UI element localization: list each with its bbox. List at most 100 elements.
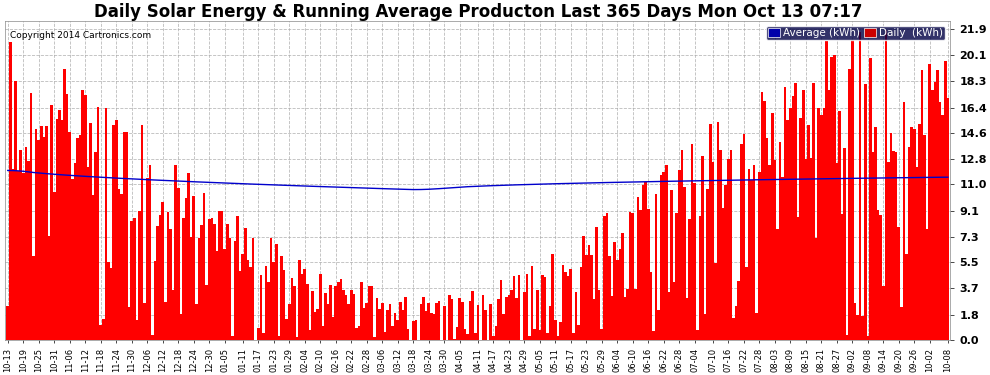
Bar xyxy=(619,249,621,340)
Bar xyxy=(264,266,267,340)
Bar xyxy=(195,304,198,340)
Bar xyxy=(443,306,446,340)
Bar xyxy=(151,335,153,340)
Bar xyxy=(776,229,779,340)
Bar xyxy=(614,242,616,340)
Bar xyxy=(717,122,720,340)
Bar xyxy=(200,225,203,340)
Bar xyxy=(598,290,601,340)
Bar xyxy=(55,119,58,340)
Bar xyxy=(887,162,890,340)
Bar xyxy=(542,274,544,340)
Bar xyxy=(675,213,678,340)
Bar xyxy=(877,210,879,340)
Bar xyxy=(110,268,112,340)
Bar xyxy=(670,190,673,340)
Bar xyxy=(105,108,107,340)
Bar xyxy=(213,224,216,340)
Bar xyxy=(905,254,908,340)
Bar xyxy=(673,282,675,340)
Bar xyxy=(590,255,593,340)
Bar xyxy=(381,303,383,340)
Bar xyxy=(815,238,818,340)
Bar xyxy=(27,161,30,340)
Bar xyxy=(911,127,913,340)
Bar xyxy=(789,108,792,340)
Bar xyxy=(352,294,355,340)
Bar xyxy=(131,220,133,340)
Bar xyxy=(574,292,577,340)
Bar xyxy=(839,111,841,340)
Bar xyxy=(66,94,68,340)
Bar xyxy=(177,188,179,340)
Bar xyxy=(548,306,551,340)
Bar xyxy=(680,150,683,340)
Bar xyxy=(561,265,564,340)
Bar xyxy=(707,189,709,340)
Bar xyxy=(508,296,510,340)
Bar xyxy=(115,120,118,340)
Bar xyxy=(22,173,25,340)
Bar xyxy=(35,129,38,340)
Bar xyxy=(267,282,270,340)
Bar xyxy=(564,273,567,340)
Bar xyxy=(812,83,815,340)
Bar xyxy=(270,238,272,340)
Bar xyxy=(76,138,79,340)
Bar xyxy=(378,309,381,340)
Bar xyxy=(420,304,423,340)
Bar xyxy=(182,218,185,340)
Bar xyxy=(224,249,226,340)
Bar xyxy=(102,319,105,340)
Bar xyxy=(851,40,853,340)
Bar xyxy=(640,210,642,340)
Bar xyxy=(455,327,458,340)
Bar xyxy=(216,251,218,340)
Title: Daily Solar Energy & Running Average Producton Last 365 Days Mon Oct 13 07:17: Daily Solar Energy & Running Average Pro… xyxy=(94,3,862,21)
Bar xyxy=(335,286,337,340)
Bar xyxy=(712,162,714,340)
Bar xyxy=(166,212,169,340)
Bar xyxy=(203,193,205,340)
Bar xyxy=(383,332,386,340)
Bar xyxy=(38,140,40,340)
Bar xyxy=(603,216,606,340)
Bar xyxy=(148,165,151,340)
Bar xyxy=(107,262,110,340)
Bar xyxy=(699,216,701,340)
Bar xyxy=(841,214,843,340)
Bar xyxy=(161,202,164,340)
Bar xyxy=(423,297,425,340)
Bar xyxy=(288,304,291,340)
Bar xyxy=(654,194,657,340)
Bar xyxy=(869,58,871,340)
Bar xyxy=(502,314,505,340)
Bar xyxy=(153,261,156,340)
Bar xyxy=(185,198,187,340)
Bar xyxy=(394,313,396,340)
Bar xyxy=(43,136,46,340)
Bar xyxy=(580,267,582,340)
Bar xyxy=(141,126,144,340)
Bar xyxy=(60,120,63,340)
Bar xyxy=(779,142,781,340)
Bar xyxy=(171,290,174,340)
Bar xyxy=(802,90,805,340)
Bar xyxy=(458,298,461,340)
Bar xyxy=(40,126,43,340)
Bar xyxy=(505,297,508,340)
Bar xyxy=(913,129,916,340)
Bar xyxy=(903,102,905,340)
Bar xyxy=(17,171,20,340)
Bar xyxy=(864,84,866,340)
Bar xyxy=(546,333,548,340)
Bar xyxy=(760,92,763,340)
Bar xyxy=(660,176,662,340)
Bar xyxy=(916,167,918,340)
Bar xyxy=(389,304,391,340)
Bar xyxy=(500,280,502,340)
Bar xyxy=(319,274,322,340)
Bar xyxy=(7,306,9,340)
Bar xyxy=(350,290,352,340)
Bar xyxy=(97,107,99,340)
